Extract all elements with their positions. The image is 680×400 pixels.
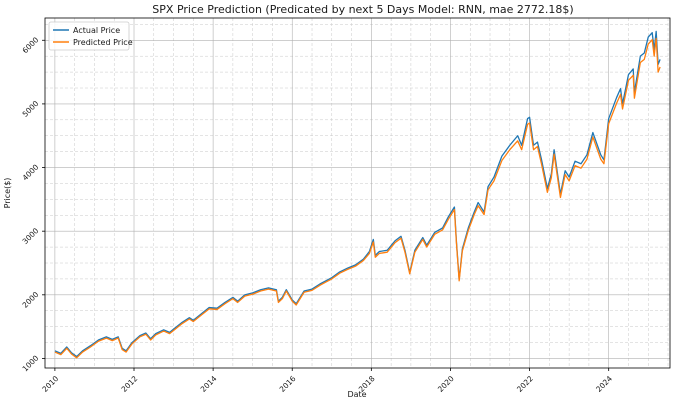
series-layer xyxy=(54,30,661,359)
legend-label: Actual Price xyxy=(73,26,120,35)
x-axis-label: Date xyxy=(347,390,366,399)
y-axis-label: Price($) xyxy=(3,178,12,209)
plot-frame xyxy=(44,17,671,369)
x-tick-label: 2016 xyxy=(278,374,298,394)
y-tick-label: 1000 xyxy=(21,353,41,373)
series-line-predicted xyxy=(54,37,661,359)
legend-label: Predicted Price xyxy=(73,38,133,47)
series-line-actual xyxy=(54,30,661,358)
x-axis: 2010 2012 2014 2016 2018 2020 2022 2024 xyxy=(40,368,614,394)
y-tick-label: 3000 xyxy=(21,226,41,246)
x-tick-label: 2014 xyxy=(199,374,219,394)
legend: Actual Price Predicted Price xyxy=(48,21,133,51)
chart-title: SPX Price Prediction (Predicated by next… xyxy=(152,3,573,16)
x-tick-label: 2010 xyxy=(40,374,60,394)
x-tick-label: 2012 xyxy=(120,374,140,394)
x-tick-label: 2020 xyxy=(436,374,456,394)
grid xyxy=(45,18,670,368)
y-axis: 1000 2000 3000 4000 5000 6000 xyxy=(21,35,45,373)
y-tick-label: 4000 xyxy=(21,162,41,182)
legend-box xyxy=(48,21,130,51)
y-tick-label: 5000 xyxy=(21,99,41,119)
x-tick-label: 2022 xyxy=(515,374,535,394)
y-tick-label: 6000 xyxy=(21,35,41,55)
y-tick-label: 2000 xyxy=(21,290,41,310)
x-tick-label: 2024 xyxy=(594,374,614,394)
